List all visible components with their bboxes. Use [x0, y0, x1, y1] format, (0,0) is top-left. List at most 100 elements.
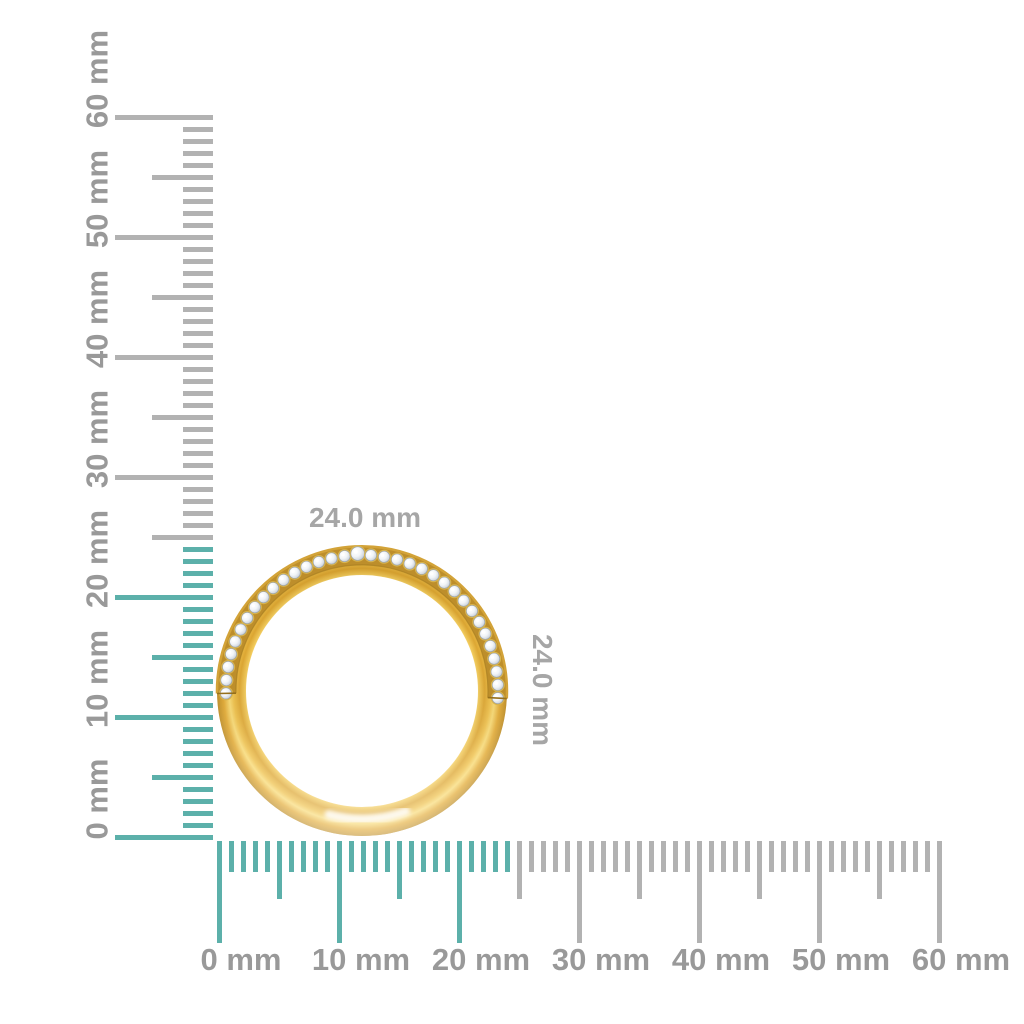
vertical-ruler-tick: [183, 259, 213, 264]
vertical-ruler-tick: [183, 487, 213, 492]
vertical-ruler-tick: [183, 751, 213, 756]
horizontal-ruler-tick: [433, 841, 438, 872]
diamond-sparkle: [269, 584, 274, 589]
horizontal-ruler-tick: [889, 841, 894, 872]
diamond-sparkle: [367, 551, 372, 556]
diamond: [220, 674, 233, 687]
horizontal-ruler-tick: [649, 841, 654, 872]
diamond: [438, 576, 451, 589]
horizontal-ruler-tick: [841, 841, 846, 872]
vertical-ruler-tick: [152, 655, 213, 660]
vertical-ruler-tick: [115, 835, 213, 840]
diamond: [277, 574, 290, 586]
horizontal-ruler-tick: [421, 841, 426, 872]
diamond-sparkle: [222, 676, 227, 681]
diamond: [427, 569, 440, 582]
vertical-ruler-tick: [183, 403, 213, 408]
diamond: [225, 648, 237, 661]
vertical-ruler-tick: [183, 811, 213, 816]
vertical-ruler-label: 50 mm: [79, 149, 115, 249]
vertical-ruler-tick: [183, 571, 213, 576]
diamond: [325, 552, 338, 565]
diamond-sparkle: [237, 626, 241, 630]
pave-diamonds: [219, 545, 505, 706]
diamond-sparkle: [460, 597, 464, 601]
vertical-ruler-tick: [183, 283, 213, 288]
horizontal-ruler-tick: [913, 841, 918, 872]
diamond: [403, 557, 416, 570]
vertical-ruler-tick: [183, 679, 213, 684]
horizontal-ruler-tick: [289, 841, 294, 872]
diamond: [490, 665, 503, 678]
horizontal-ruler-tick: [853, 841, 858, 872]
horizontal-ruler-tick: [253, 841, 258, 872]
channel-outer-rim: [215, 545, 509, 699]
horizontal-ruler-label: 0 mm: [200, 942, 282, 977]
vertical-ruler-tick: [183, 331, 213, 336]
diamond-sparkle: [494, 681, 498, 686]
horizontal-ruler-label: 60 mm: [911, 942, 1011, 977]
diamond: [448, 585, 461, 598]
vertical-ruler-tick: [115, 115, 213, 120]
ring-width-label: 24.0 mm: [308, 502, 422, 533]
horizontal-ruler-tick: [793, 841, 798, 872]
diamond: [222, 661, 235, 673]
horizontal-ruler-tick: [925, 841, 930, 872]
vertical-ruler-tick: [115, 715, 213, 720]
vertical-ruler-tick: [183, 547, 213, 552]
diamond-sparkle: [493, 668, 497, 672]
horizontal-ruler-tick: [685, 841, 690, 872]
horizontal-ruler-tick: [445, 841, 450, 872]
horizontal-ruler-tick: [673, 841, 678, 872]
horizontal-ruler-tick: [469, 841, 474, 872]
diamond: [491, 678, 504, 691]
diamond: [488, 652, 501, 665]
vertical-ruler-tick: [183, 787, 213, 792]
horizontal-ruler-tick: [541, 841, 546, 872]
horizontal-ruler-tick: [529, 841, 534, 872]
diamond: [300, 560, 313, 573]
vertical-ruler-tick: [183, 763, 213, 768]
vertical-ruler-tick: [183, 139, 213, 144]
vertical-ruler-tick: [152, 775, 213, 780]
vertical-ruler-tick: [183, 391, 213, 396]
vertical-ruler-tick: [183, 667, 213, 672]
vertical-ruler-tick: [183, 583, 213, 588]
horizontal-ruler-tick: [697, 841, 702, 943]
diamond-sparkle: [450, 587, 455, 592]
vertical-ruler-tick: [183, 451, 213, 456]
horizontal-ruler-tick: [709, 841, 714, 872]
diamond: [248, 601, 261, 614]
vertical-ruler-tick: [183, 703, 213, 708]
vertical-ruler-tick: [152, 535, 213, 540]
diamond-sparkle: [303, 563, 307, 567]
horizontal-ruler-tick: [901, 841, 906, 872]
diamond: [267, 582, 280, 594]
horizontal-ruler-tick: [277, 841, 282, 899]
horizontal-ruler-tick: [661, 841, 666, 872]
horizontal-ruler-tick: [373, 841, 378, 872]
diamond-sparkle: [224, 663, 229, 668]
vertical-ruler-tick: [183, 619, 213, 624]
vertical-ruler-tick: [183, 307, 213, 312]
diamond-sparkle: [486, 642, 491, 647]
diamond-sparkle: [260, 593, 264, 598]
horizontal-ruler-tick: [505, 841, 510, 872]
vertical-ruler-label: 60 mm: [79, 29, 115, 129]
horizontal-ruler-tick: [745, 841, 750, 872]
horizontal-ruler-tick: [265, 841, 270, 872]
diamond-sparkle: [243, 614, 248, 619]
vertical-ruler-tick: [183, 727, 213, 732]
diamond: [229, 635, 242, 648]
vertical-ruler-tick: [183, 247, 213, 252]
horizontal-ruler-tick: [325, 841, 330, 872]
vertical-ruler-tick: [183, 343, 213, 348]
vertical-ruler-tick: [183, 271, 213, 276]
diamond-sparkle: [380, 553, 385, 557]
diamond: [312, 556, 325, 568]
vertical-ruler-label: 0 mm: [79, 758, 115, 840]
vertical-ruler-tick: [183, 199, 213, 204]
horizontal-ruler-tick: [361, 841, 366, 872]
